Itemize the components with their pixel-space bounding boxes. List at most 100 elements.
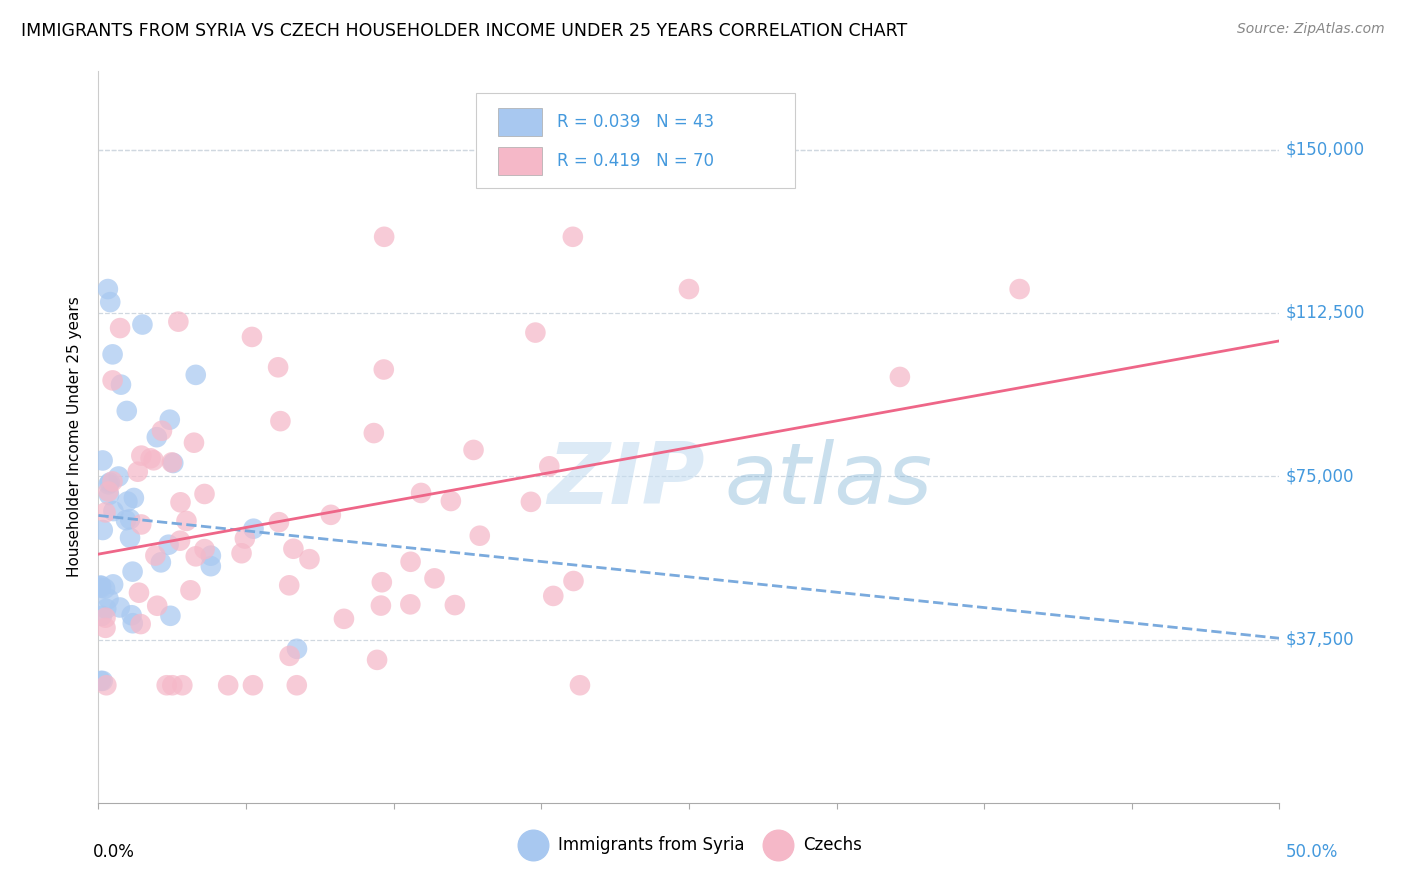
Point: [370, 599, 392, 613]
Text: $75,000: $75,000: [1285, 467, 1354, 485]
Point: [678, 282, 700, 296]
Point: [363, 426, 385, 441]
Point: [333, 612, 356, 626]
Point: [96, 678, 118, 692]
Point: [167, 315, 190, 329]
Point: [115, 513, 138, 527]
Point: [91, 523, 114, 537]
Point: [242, 678, 264, 692]
Point: [285, 641, 308, 656]
Point: [162, 456, 184, 470]
Point: [94, 610, 117, 624]
Point: [156, 678, 179, 692]
Point: [440, 494, 463, 508]
Point: [131, 449, 153, 463]
Point: [139, 451, 162, 466]
Point: [129, 517, 152, 532]
FancyBboxPatch shape: [477, 94, 796, 188]
Point: [298, 552, 321, 566]
Point: [129, 617, 152, 632]
Point: [149, 555, 172, 569]
Point: [118, 531, 141, 545]
Point: [103, 504, 125, 518]
Point: [142, 453, 165, 467]
Text: R = 0.039   N = 43: R = 0.039 N = 43: [557, 112, 714, 131]
Point: [423, 571, 446, 585]
Point: [444, 598, 467, 612]
Point: [97, 477, 120, 491]
Point: [94, 582, 117, 596]
Point: [121, 616, 143, 631]
Point: [131, 318, 153, 332]
Text: $112,500: $112,500: [1285, 304, 1365, 322]
Point: [524, 326, 547, 340]
Point: [520, 495, 543, 509]
FancyBboxPatch shape: [498, 147, 543, 175]
Point: [157, 538, 180, 552]
Point: [399, 555, 422, 569]
Point: [115, 404, 138, 418]
Point: [184, 368, 207, 382]
Point: [373, 229, 395, 244]
Point: [366, 653, 388, 667]
Point: [568, 678, 591, 692]
Point: [169, 495, 191, 509]
Point: [94, 621, 117, 635]
Point: [150, 424, 173, 438]
Point: [146, 599, 169, 613]
Point: [200, 549, 222, 563]
Point: [146, 430, 169, 444]
Text: 50.0%: 50.0%: [1285, 843, 1337, 861]
Point: [90, 673, 112, 688]
Point: [283, 541, 305, 556]
Point: [217, 678, 239, 692]
Point: [399, 598, 422, 612]
Point: [122, 491, 145, 505]
Point: [242, 522, 264, 536]
Text: atlas: atlas: [724, 440, 932, 523]
Text: $150,000: $150,000: [1285, 141, 1364, 159]
Point: [108, 321, 131, 335]
Point: [98, 488, 121, 502]
Point: [193, 487, 215, 501]
Point: [543, 589, 565, 603]
Point: [278, 648, 301, 663]
Point: [172, 678, 194, 692]
Point: [101, 373, 124, 387]
Point: [463, 442, 485, 457]
Point: [127, 465, 149, 479]
Point: [319, 508, 342, 522]
Point: [162, 678, 184, 692]
Point: [267, 360, 290, 375]
Point: [94, 505, 117, 519]
Point: [1008, 282, 1031, 296]
Point: [193, 542, 215, 557]
Point: [183, 435, 205, 450]
Point: [98, 475, 121, 490]
Point: [889, 370, 911, 384]
Point: [90, 579, 112, 593]
Point: [117, 494, 139, 508]
Point: [285, 678, 308, 692]
Point: [108, 600, 131, 615]
Point: [231, 546, 253, 560]
Text: $37,500: $37,500: [1285, 631, 1354, 648]
Point: [561, 229, 583, 244]
Point: [562, 574, 585, 588]
Point: [468, 529, 491, 543]
Point: [411, 486, 433, 500]
Point: [110, 377, 132, 392]
Point: [97, 591, 120, 606]
Point: [538, 459, 561, 474]
Point: [200, 559, 222, 574]
Point: [159, 608, 181, 623]
Point: [373, 362, 395, 376]
FancyBboxPatch shape: [498, 108, 543, 136]
Point: [269, 414, 291, 428]
Text: Source: ZipAtlas.com: Source: ZipAtlas.com: [1237, 22, 1385, 37]
Point: [101, 577, 124, 591]
Point: [120, 512, 142, 526]
Point: [98, 295, 121, 310]
Text: 0.0%: 0.0%: [93, 843, 135, 861]
Point: [128, 585, 150, 599]
